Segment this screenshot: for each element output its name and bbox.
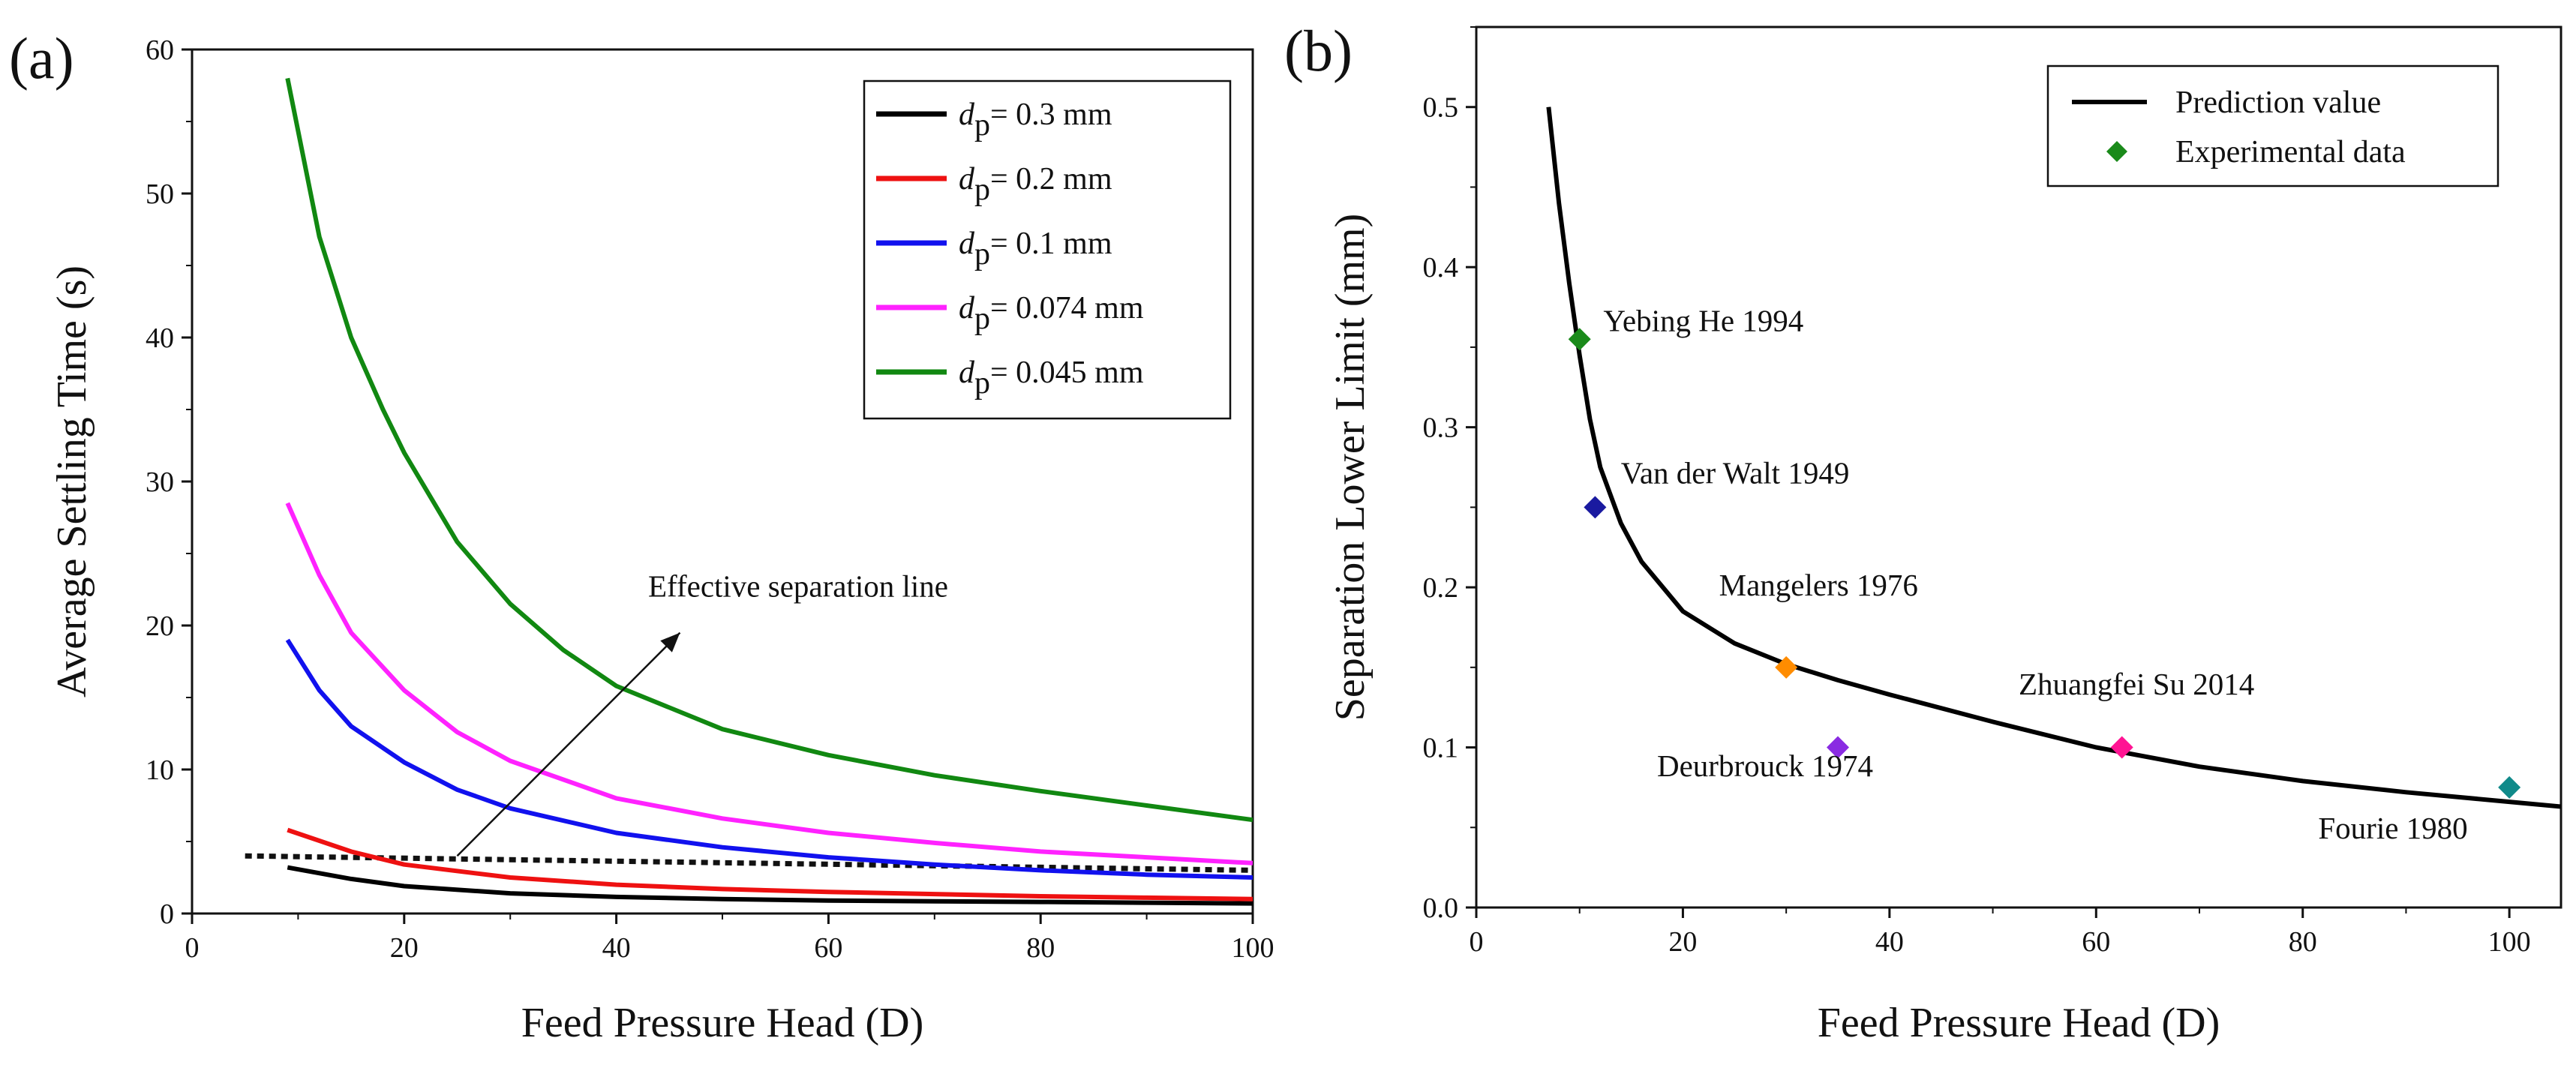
legend-sub: p (974, 172, 990, 207)
legend-rest: = 0.045 mm (990, 356, 1144, 390)
x-tick-label: 0 (185, 932, 200, 964)
x-tick-label: 80 (1026, 932, 1055, 964)
x-tick-label: 60 (814, 932, 842, 964)
legend-entry-3: dp= 0.074 mm (959, 291, 1144, 336)
series-line-1 (287, 827, 1253, 902)
y-tick-label: 0.3 (1423, 412, 1459, 444)
series-line-0 (287, 865, 1253, 906)
x-tick-label: 100 (2488, 926, 2531, 958)
y-tick-label: 0.0 (1423, 892, 1459, 924)
data-point-2 (1775, 656, 1798, 679)
point-label-5: Fourie 1980 (2318, 811, 2467, 845)
legend-entry-4: dp= 0.045 mm (959, 356, 1144, 400)
y-tick-label: 40 (146, 322, 174, 354)
x-tick-label: 60 (2082, 926, 2110, 958)
plot-area (1546, 106, 2561, 809)
panel-b: (b) 0 20 40 60 80 100 0.0 0.1 0.2 0.3 0.4 0.5 Feed Pr… (1284, 18, 2562, 1046)
data-point-0 (1568, 328, 1591, 351)
legend-var: d (959, 356, 975, 390)
data-point-3 (1827, 736, 1849, 759)
y-axis-label: Average Settling Time (s) (49, 266, 95, 698)
data-point-4 (2110, 736, 2133, 759)
y-tick-label: 0.5 (1423, 92, 1459, 124)
y-tick-label: 30 (146, 466, 174, 498)
panel-label: (a) (9, 26, 74, 91)
legend-sub: p (974, 237, 990, 272)
series-line-3 (285, 502, 1253, 866)
x-tick-label: 80 (2289, 926, 2317, 958)
legend-frame (2046, 64, 2499, 188)
legend-rest: = 0.074 mm (990, 291, 1144, 326)
x-tick-label: 40 (1875, 926, 1904, 958)
legend-sub: p (974, 366, 990, 400)
legend-rest: = 0.1 mm (990, 226, 1112, 261)
data-point-5 (2498, 776, 2521, 799)
point-label-3: Deurbrouck 1974 (1657, 748, 1873, 783)
annotation-arrow (456, 632, 681, 857)
y-tick-label: 0 (160, 898, 174, 930)
legend-entry-1: dp= 0.2 mm (959, 162, 1112, 207)
legend-frame (863, 80, 1232, 420)
arrow-head (660, 632, 680, 652)
data-point-1 (1584, 496, 1607, 519)
x-tick-label: 20 (1668, 926, 1697, 958)
plot-frame (1475, 26, 2562, 909)
legend-line-label: Prediction value (2175, 86, 2381, 120)
legend-point-swatch (2106, 141, 2127, 162)
legend-sub: p (974, 302, 990, 336)
legend-rest: = 0.2 mm (990, 162, 1112, 196)
legend-var: d (959, 226, 975, 261)
legend-points-label: Experimental data (2175, 135, 2406, 170)
legend: Prediction value Experimental data (2046, 64, 2499, 188)
legend-rest: = 0.3 mm (990, 98, 1112, 132)
plot-area (245, 77, 1253, 906)
x-axis-label: Feed Pressure Head (D) (1818, 1000, 2220, 1046)
x-tick-label: 40 (602, 932, 631, 964)
point-label-0: Yebing He 1994 (1603, 304, 1803, 338)
reference-line-label: Effective separation line (648, 569, 948, 604)
point-label-4: Zhuangfei Su 2014 (2019, 667, 2254, 701)
legend-entry-0: dp= 0.3 mm (959, 98, 1112, 142)
panel-a: (a) 0 20 40 60 80 100 0 10 20 30 40 50 60 Feed Pressur… (9, 26, 1274, 1046)
x-tick-label: 100 (1232, 932, 1274, 964)
legend-sub: p (974, 108, 990, 142)
x-tick-label: 20 (390, 932, 419, 964)
series-line-4 (285, 77, 1253, 823)
legend-var: d (959, 162, 975, 196)
y-tick-label: 0.4 (1423, 252, 1459, 284)
panel-label: (b) (1284, 18, 1353, 83)
point-label-2: Mangelers 1976 (1719, 568, 1918, 602)
x-axis-label: Feed Pressure Head (D) (521, 1000, 923, 1046)
legend-var: d (959, 291, 975, 326)
y-axis-label: Separation Lower Limit (mm) (1327, 214, 1374, 721)
legend-var: d (959, 98, 975, 132)
x-tick-label: 0 (1470, 926, 1484, 958)
prediction-curve (1546, 106, 2561, 809)
point-label-1: Van der Walt 1949 (1621, 455, 1850, 490)
y-tick-label: 20 (146, 610, 174, 642)
y-tick-label: 0.2 (1423, 572, 1459, 604)
y-tick-label: 10 (146, 754, 174, 786)
series-line-2 (285, 638, 1253, 880)
y-tick-label: 50 (146, 178, 174, 210)
y-tick-label: 0.1 (1423, 733, 1459, 764)
y-tick-label: 60 (146, 34, 174, 66)
legend-entry-2: dp= 0.1 mm (959, 226, 1112, 272)
